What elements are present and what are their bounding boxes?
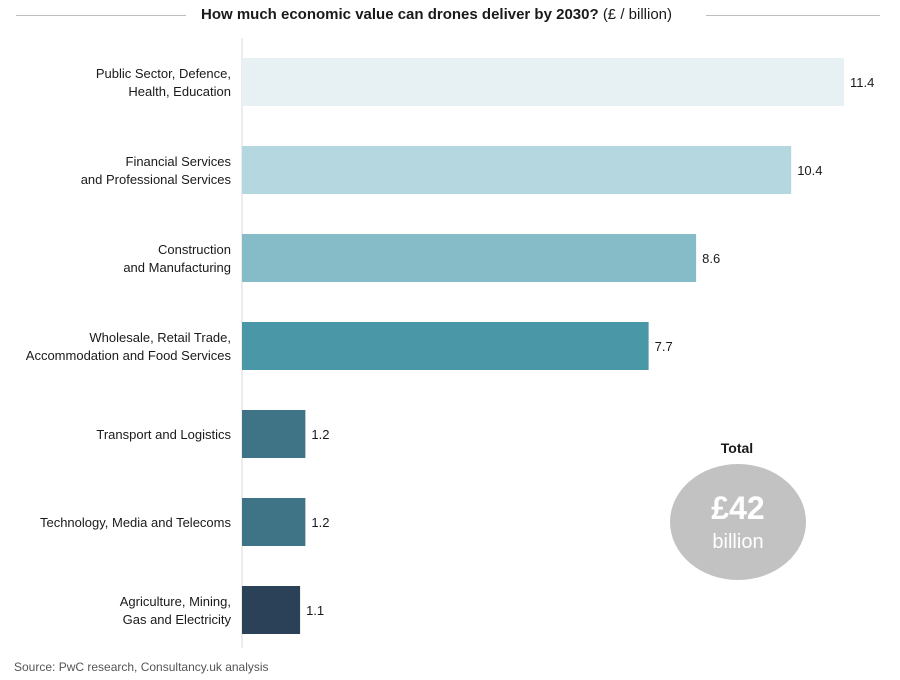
bar-value-label: 7.7 bbox=[655, 339, 673, 354]
category-label: Financial Services bbox=[126, 154, 232, 169]
category-label: Wholesale, Retail Trade, bbox=[89, 330, 231, 345]
category-label: Gas and Electricity bbox=[123, 612, 232, 627]
chart-title-unit: (£ / billion) bbox=[602, 6, 673, 23]
title-divider-right bbox=[706, 15, 880, 16]
category-label: Health, Education bbox=[128, 84, 231, 99]
bar bbox=[242, 146, 792, 194]
bar-value-label: 1.2 bbox=[311, 427, 329, 442]
bar bbox=[242, 410, 306, 458]
bar-value-label: 8.6 bbox=[702, 251, 720, 266]
bar-value-label: 10.4 bbox=[797, 163, 822, 178]
source-note: Source: PwC research, Consultancy.uk ana… bbox=[14, 660, 269, 674]
chart-title: How much economic value can drones deliv… bbox=[201, 4, 672, 26]
bar bbox=[242, 322, 649, 370]
chart-title-text: How much economic value can drones deliv… bbox=[201, 6, 599, 23]
category-label: Transport and Logistics bbox=[96, 427, 231, 442]
total-bubble: £42 billion bbox=[670, 464, 806, 580]
category-label: Technology, Media and Telecoms bbox=[40, 515, 232, 530]
total-unit: billion bbox=[712, 531, 764, 553]
bar-chart: 11.4 Public Sector, Defence, Health, Educa… bbox=[26, 38, 874, 648]
total-value: £42 bbox=[711, 490, 765, 526]
category-label: and Manufacturing bbox=[123, 260, 231, 275]
category-label: Accommodation and Food Services bbox=[26, 348, 232, 363]
category-label: and Professional Services bbox=[81, 172, 232, 187]
bar bbox=[242, 234, 697, 282]
bar bbox=[242, 58, 844, 106]
chart-title-row: How much economic value can drones deliv… bbox=[16, 4, 880, 26]
bar-value-label: 1.2 bbox=[311, 515, 329, 530]
bar bbox=[242, 586, 301, 634]
category-label: Construction bbox=[158, 242, 231, 257]
bar-value-label: 1.1 bbox=[306, 603, 324, 618]
bar-value-label: 11.4 bbox=[850, 75, 874, 90]
title-divider-left bbox=[16, 15, 186, 16]
category-label: Public Sector, Defence, bbox=[96, 66, 231, 81]
bar bbox=[242, 498, 306, 546]
total-label: Total bbox=[720, 440, 754, 456]
category-label: Agriculture, Mining, bbox=[120, 594, 231, 609]
